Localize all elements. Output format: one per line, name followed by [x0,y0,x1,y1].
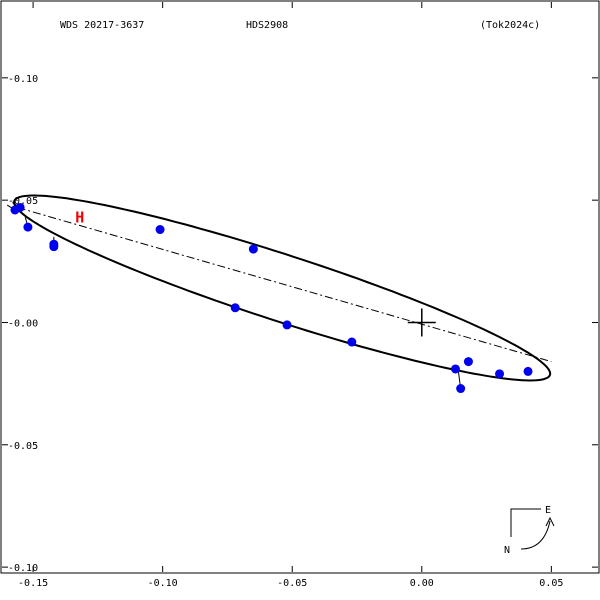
x-tick-label: 0.00 [410,578,434,589]
compass-indicator: E N [504,505,555,556]
y-tick-label: -0.05 [8,441,38,452]
data-point [495,369,505,379]
compass-arrowhead [545,516,555,527]
orbit-ellipse-group [13,194,552,382]
primary-star-group [407,308,436,337]
line-of-nodes-group [17,207,552,363]
plot-frame [0,0,600,574]
observation-points-group [10,202,533,394]
header-right: (Tok2024c) [480,20,540,31]
residual-lines-group [6,202,501,389]
data-point [155,225,165,235]
data-point [23,222,33,232]
header-left: WDS 20217-3637 [60,20,144,31]
hipparcos-marker-label: H [75,208,84,226]
data-point [49,239,59,249]
data-point [248,244,258,254]
x-tick-label: -0.10 [148,578,178,589]
compass-lines [510,508,541,537]
compass-north-label: N [504,545,510,556]
x-tick-label: -0.15 [18,578,48,589]
x-tick-label: 0.05 [539,578,563,589]
orbit-ellipse [13,194,552,382]
data-point [463,357,473,367]
data-point [523,366,533,376]
data-point [282,320,292,330]
data-point [450,364,460,374]
x-tick-label: -0.05 [277,578,307,589]
y-tick-label: -0.10 [8,74,38,85]
y-tick-label: -0.05 [8,196,38,207]
y-tick-label: -0.10 [8,563,38,574]
data-point [347,337,357,347]
axis-ticks: -0.15 -0.10 -0.05 0.00 0.05 -0.10 -0.05 -0.00 -0… [2,2,598,589]
line-of-nodes [17,207,552,363]
data-point [456,384,466,394]
compass-arrow-icon [520,520,551,550]
header-center: HDS2908 [246,20,288,31]
compass-east-label: E [545,505,551,516]
y-tick-label: -0.00 [8,318,38,329]
data-point [15,202,25,212]
data-point [230,303,240,313]
